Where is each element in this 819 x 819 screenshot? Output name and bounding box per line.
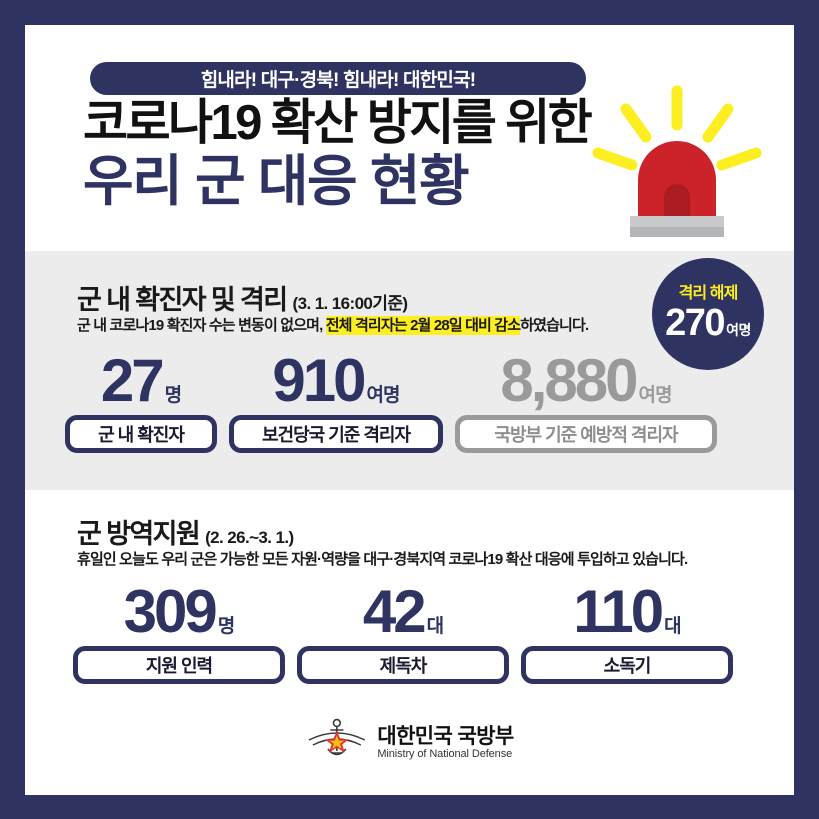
stat-number: 27 bbox=[100, 347, 165, 414]
mnd-emblem-icon bbox=[308, 718, 365, 756]
stat-mnd-preventive-quarantined: 8,880 여명 국방부 기준 예방적 격리자 bbox=[455, 351, 717, 453]
stat-label: 국방부 기준 예방적 격리자 bbox=[494, 425, 678, 445]
stat-label: 보건당국 기준 격리자 bbox=[261, 425, 411, 445]
stat-value-row: 309 명 bbox=[73, 582, 285, 642]
support-heading: 군 방역지원 (2. 26.~3. 1.) bbox=[77, 512, 294, 551]
cases-description: 군 내 코로나19 확진자 수는 변동이 없으며, 전체 격리자는 2월 28일… bbox=[77, 314, 589, 335]
ministry-logo: 대한민국 국방부 Ministry of National Defense bbox=[305, 717, 514, 769]
cases-title: 군 내 확진자 및 격리 bbox=[77, 285, 288, 315]
poster-panel: 힘내라! 대구·경북! 힘내라! 대한민국! 코로나19 확산 방지를 위한 우… bbox=[25, 25, 794, 795]
stat-pill: 국방부 기준 예방적 격리자 bbox=[455, 415, 717, 453]
stat-unit: 명 bbox=[217, 616, 235, 637]
support-title: 군 방역지원 bbox=[77, 519, 201, 549]
stat-support-personnel: 309 명 지원 인력 bbox=[73, 582, 285, 684]
stat-pill: 군 내 확진자 bbox=[65, 415, 217, 453]
support-period: (2. 26.~3. 1.) bbox=[205, 528, 294, 547]
slogan-ribbon: 힘내라! 대구·경북! 힘내라! 대한민국! bbox=[90, 62, 586, 95]
stat-label: 소독기 bbox=[603, 656, 652, 676]
badge-value-row: 270 여명 bbox=[665, 304, 751, 342]
stat-value-row: 110 대 bbox=[521, 582, 733, 642]
stat-number: 309 bbox=[123, 578, 218, 645]
stat-number: 42 bbox=[362, 578, 427, 645]
stat-number: 110 bbox=[573, 578, 664, 645]
ministry-logo-text: 대한민국 국방부 Ministry of National Defense bbox=[377, 724, 514, 761]
stat-pill: 보건당국 기준 격리자 bbox=[229, 415, 443, 453]
cases-desc-highlight: 전체 격리자는 2월 28일 대비 감소 bbox=[325, 316, 521, 335]
siren-icon bbox=[592, 85, 762, 237]
section-support: 군 방역지원 (2. 26.~3. 1.) 휴일인 오늘도 우리 군은 가능한 … bbox=[25, 490, 794, 703]
poster-footer: 대한민국 국방부 Ministry of National Defense bbox=[25, 703, 794, 795]
poster-header: 힘내라! 대구·경북! 힘내라! 대한민국! 코로나19 확산 방지를 위한 우… bbox=[25, 25, 794, 251]
badge-label: 격리 해제 bbox=[678, 285, 739, 302]
stat-health-authority-quarantined: 910 여명 보건당국 기준 격리자 bbox=[229, 351, 443, 453]
stat-value-row: 910 여명 bbox=[229, 351, 443, 411]
poster-title-line2: 우리 군 대응 현황 bbox=[83, 150, 470, 212]
stat-disinfectors: 110 대 소독기 bbox=[521, 582, 733, 684]
stat-confirmed-in-military: 27 명 군 내 확진자 bbox=[65, 351, 217, 453]
cases-stats-row: 27 명 군 내 확진자 910 여명 보건당국 기준 격리자 bbox=[65, 351, 772, 453]
support-stats-row: 309 명 지원 인력 42 대 제독차 bbox=[73, 582, 746, 684]
poster-title-line1: 코로나19 확산 방지를 위한 bbox=[83, 96, 593, 150]
stat-number: 8,880 bbox=[500, 347, 638, 414]
stat-value-row: 8,880 여명 bbox=[455, 351, 717, 411]
stat-unit: 명 bbox=[164, 385, 182, 406]
stat-unit: 대 bbox=[664, 616, 681, 637]
quarantine-released-badge: 격리 해제 270 여명 bbox=[652, 258, 764, 370]
cases-period: (3. 1. 16:00기준) bbox=[292, 294, 408, 313]
stat-decontamination-vehicles: 42 대 제독차 bbox=[297, 582, 509, 684]
slogan-text: 힘내라! 대구·경북! 힘내라! 대한민국! bbox=[200, 70, 476, 91]
stat-unit: 대 bbox=[426, 616, 444, 637]
cases-heading: 군 내 확진자 및 격리 (3. 1. 16:00기준) bbox=[77, 278, 408, 317]
section-cases: 격리 해제 270 여명 군 내 확진자 및 격리 (3. 1. 16:00기준… bbox=[25, 251, 794, 490]
cases-desc-after: 하였습니다. bbox=[520, 317, 589, 334]
stat-label: 군 내 확진자 bbox=[98, 425, 185, 445]
cases-desc-before: 군 내 코로나19 확진자 수는 변동이 없으며, bbox=[77, 317, 326, 334]
badge-value: 270 bbox=[665, 302, 725, 344]
stat-pill: 제독차 bbox=[297, 646, 509, 684]
stat-value-row: 42 대 bbox=[297, 582, 509, 642]
badge-unit: 여명 bbox=[726, 322, 751, 338]
stat-unit: 여명 bbox=[638, 385, 672, 406]
stat-label: 제독차 bbox=[379, 656, 428, 676]
ministry-name-en: Ministry of National Defense bbox=[377, 747, 513, 760]
support-description: 휴일인 오늘도 우리 군은 가능한 모든 자원·역량을 대구·경북지역 코로나1… bbox=[77, 551, 688, 568]
stat-pill: 소독기 bbox=[521, 646, 733, 684]
ministry-name-kr: 대한민국 국방부 bbox=[377, 724, 514, 748]
stat-pill: 지원 인력 bbox=[73, 646, 285, 684]
stat-label: 지원 인력 bbox=[145, 656, 213, 676]
stat-number: 910 bbox=[272, 347, 366, 414]
stat-unit: 여명 bbox=[366, 385, 400, 406]
stat-value-row: 27 명 bbox=[65, 351, 217, 411]
